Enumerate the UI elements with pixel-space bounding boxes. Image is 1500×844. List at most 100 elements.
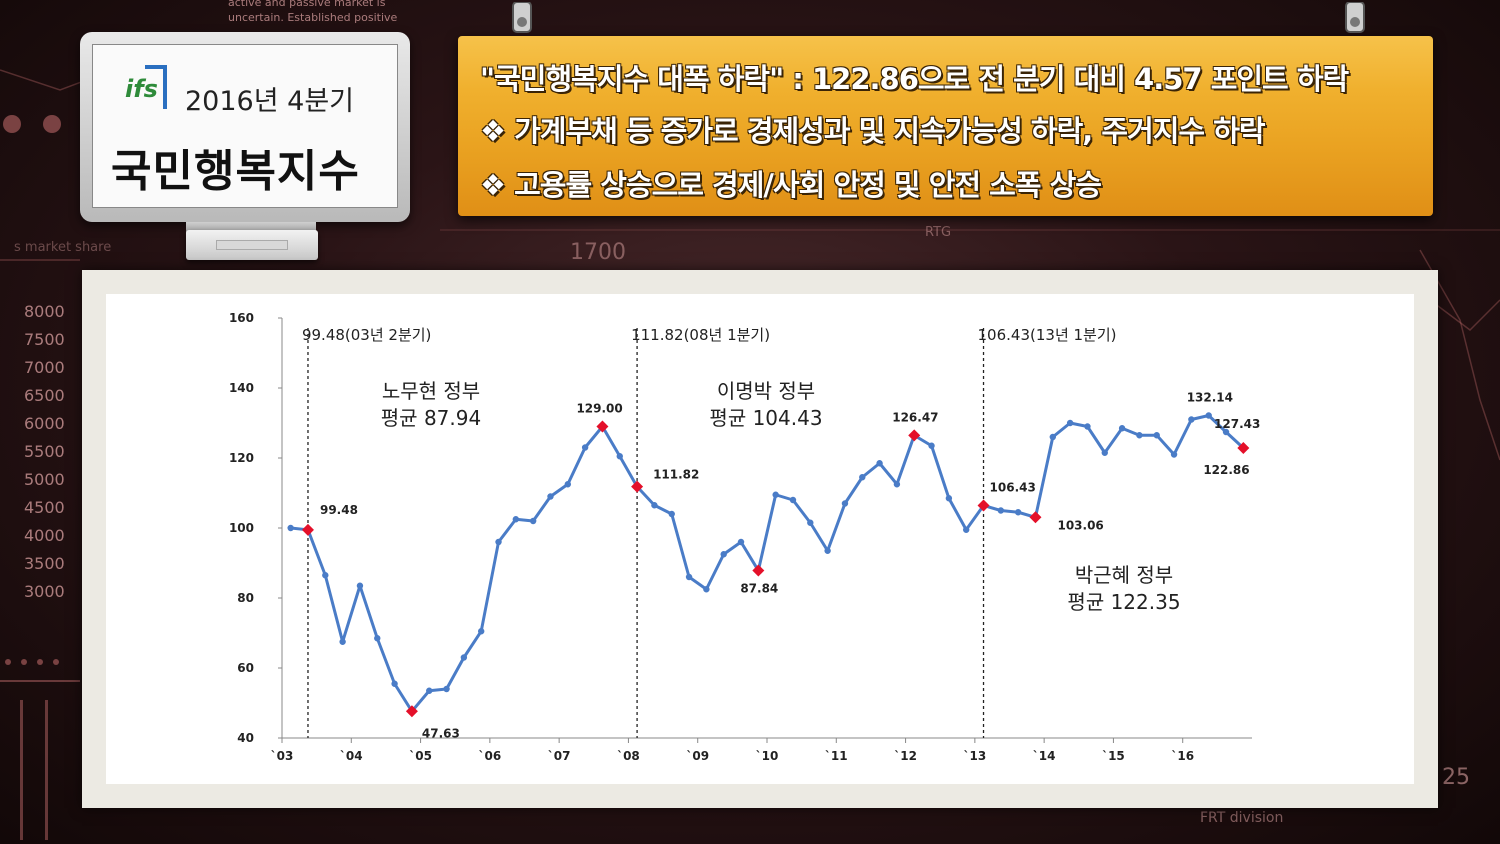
- ifs-logo: ifs: [125, 75, 158, 103]
- data-point: [1084, 423, 1091, 430]
- x-tick-label: `14: [1033, 749, 1056, 763]
- headline-banner: "국민행복지수 대폭 하락" : 122.86으로 전 분기 대비 4.57 포…: [458, 36, 1433, 216]
- bg-text-2: uncertain. Established positive: [228, 11, 398, 24]
- logo-bracket-icon: [145, 65, 167, 109]
- x-tick-label: `06: [479, 749, 502, 763]
- data-point: [322, 572, 329, 579]
- divider-label: 106.43(13년 1분기): [978, 326, 1117, 344]
- data-point: [685, 573, 693, 581]
- data-point: [339, 638, 346, 645]
- bg-axis-number: 5500: [24, 442, 65, 461]
- x-tick-label: `08: [617, 749, 640, 763]
- bg-axis-number: 3000: [24, 582, 65, 601]
- x-tick-label: `11: [825, 749, 848, 763]
- data-point: [789, 496, 797, 504]
- data-point: [616, 453, 623, 460]
- divider-label: 111.82(08년 1분기): [631, 326, 770, 344]
- data-point: [772, 491, 779, 498]
- bg-axis-number: 6500: [24, 386, 65, 405]
- bg-text-3: 1700: [570, 240, 626, 265]
- data-point: [824, 547, 831, 554]
- bg-axis-number: 6000: [24, 414, 65, 433]
- government-label: 박근혜 정부: [1075, 563, 1173, 587]
- data-point: [703, 586, 710, 593]
- data-point: [737, 538, 745, 546]
- x-tick-label: `16: [1171, 749, 1194, 763]
- y-tick-label: 140: [229, 381, 254, 395]
- x-tick-label: `13: [964, 749, 987, 763]
- data-point: [1066, 419, 1074, 427]
- data-point: [1170, 451, 1178, 458]
- data-point: [443, 685, 450, 693]
- chart-area: 40 60 80 100 120 140 160 `03 `04 `05 `06 `07 `08 `09 `…: [106, 294, 1414, 784]
- bg-axis-number: 4000: [24, 526, 65, 545]
- data-point: [1101, 449, 1108, 456]
- x-tick-label: `04: [340, 749, 363, 763]
- x-tick-label: `07: [548, 749, 571, 763]
- data-point: [581, 444, 589, 451]
- data-point: [391, 680, 398, 687]
- highlight-marker: [596, 420, 609, 433]
- bg-text-7: s market share: [14, 240, 112, 255]
- data-point: [1188, 416, 1195, 423]
- x-tick-label: `05: [409, 749, 432, 763]
- x-tick-label: `03: [271, 749, 294, 763]
- monitor-screen: ifs 2016년 4분기 국민행복지수: [92, 44, 398, 208]
- y-tick-label: 120: [229, 451, 254, 465]
- data-point: [512, 516, 520, 523]
- data-label: 132.14: [1187, 391, 1233, 405]
- headline-line-2: ❖ 가계부채 등 증가로 경제성과 및 지속가능성 하락, 주거지수 하락: [480, 114, 1266, 148]
- highlight-marker: [908, 429, 921, 442]
- data-point: [928, 442, 935, 449]
- government-label: 이명박 정부: [717, 379, 815, 403]
- data-point: [529, 517, 537, 525]
- data-point: [997, 507, 1005, 514]
- data-label: 122.86: [1203, 463, 1249, 477]
- bg-text-5: FRT division: [1200, 810, 1284, 826]
- y-tick-label: 60: [237, 661, 254, 675]
- bg-text-4: RTG: [925, 225, 952, 240]
- x-tick-label: `09: [686, 749, 709, 763]
- data-point: [460, 654, 468, 661]
- x-tick-label: `12: [894, 749, 917, 763]
- bg-axis-number: 3500: [24, 554, 65, 573]
- government-average: 평균 122.35: [1067, 590, 1180, 614]
- y-tick-label: 160: [229, 311, 254, 325]
- data-point: [1118, 425, 1126, 432]
- clip-icon-left: [512, 2, 532, 33]
- data-label: 87.84: [740, 582, 778, 596]
- bg-text-1: active and passive market is: [228, 0, 386, 9]
- government-average: 평균 104.43: [709, 406, 822, 430]
- data-point: [1205, 412, 1212, 419]
- highlight-marker: [631, 480, 644, 493]
- government-average: 평균 87.94: [381, 406, 481, 430]
- data-point: [374, 635, 381, 642]
- bg-axis-number: 7000: [24, 358, 65, 377]
- data-point: [495, 538, 502, 546]
- data-label: 99.48: [320, 503, 358, 517]
- highlight-marker: [301, 523, 314, 536]
- data-point: [287, 524, 294, 532]
- headline-line-1: "국민행복지수 대폭 하락" : 122.86으로 전 분기 대비 4.57 포…: [480, 62, 1349, 96]
- data-point: [807, 519, 814, 526]
- data-point: [1153, 432, 1160, 439]
- data-label: 126.47: [892, 410, 938, 424]
- data-point: [962, 526, 970, 533]
- highlight-marker: [1029, 511, 1042, 524]
- government-label: 노무현 정부: [382, 379, 480, 403]
- bg-axis-number: 8000: [24, 302, 65, 321]
- data-point: [876, 460, 883, 467]
- data-label: 47.63: [422, 726, 460, 740]
- y-tick-label: 40: [237, 731, 254, 745]
- bg-axis-number: 4500: [24, 498, 65, 517]
- data-point: [893, 481, 901, 488]
- data-point: [356, 582, 364, 589]
- data-point: [1136, 432, 1143, 439]
- data-point: [859, 474, 866, 481]
- data-label: 106.43: [990, 480, 1036, 494]
- divider-label: 99.48(03년 2분기): [302, 326, 431, 344]
- data-point: [668, 510, 675, 518]
- data-point: [426, 687, 433, 694]
- data-point: [945, 495, 953, 502]
